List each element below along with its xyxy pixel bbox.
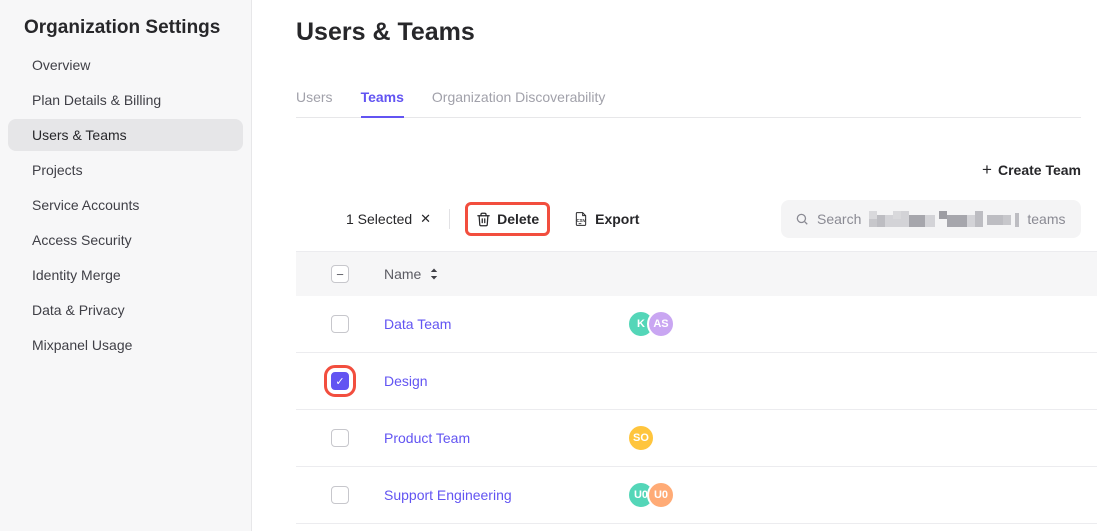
svg-text:CSV: CSV (577, 218, 586, 223)
